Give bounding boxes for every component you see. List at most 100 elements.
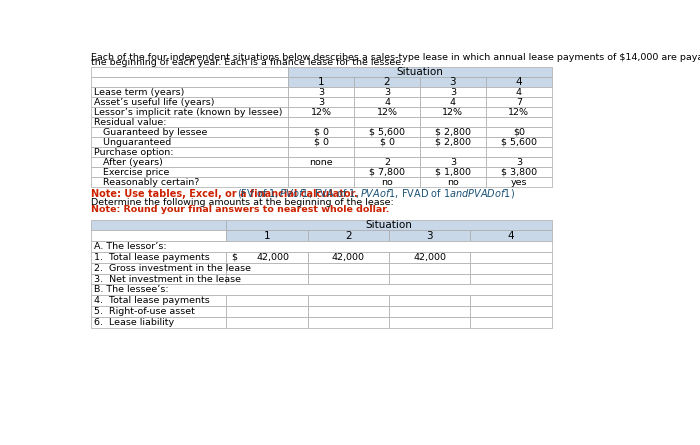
Text: Determine the following amounts at the beginning of the lease:: Determine the following amounts at the b…: [90, 198, 393, 206]
Text: yes: yes: [510, 178, 527, 187]
Text: 6.  Lease liability: 6. Lease liability: [94, 318, 174, 327]
Bar: [90, 284, 552, 295]
Bar: [90, 138, 288, 147]
Text: A. The lessor’s:: A. The lessor’s:: [94, 242, 167, 251]
Bar: [226, 274, 307, 284]
Bar: [288, 67, 552, 77]
Text: 3: 3: [318, 88, 324, 97]
Text: $ 2,800: $ 2,800: [435, 128, 471, 137]
Text: 3: 3: [449, 77, 456, 87]
Bar: [354, 77, 420, 87]
Bar: [486, 158, 552, 167]
Bar: [226, 220, 552, 231]
Bar: [90, 158, 288, 167]
Bar: [486, 178, 552, 187]
Bar: [307, 317, 389, 328]
Text: Situation: Situation: [396, 67, 443, 77]
Bar: [226, 317, 307, 328]
Bar: [420, 158, 486, 167]
Bar: [420, 167, 486, 178]
Bar: [470, 306, 552, 317]
Bar: [389, 231, 470, 241]
Text: $ 7,800: $ 7,800: [369, 168, 405, 177]
Text: 2: 2: [384, 158, 390, 167]
Text: no: no: [382, 178, 393, 187]
Bar: [470, 317, 552, 328]
Text: 3: 3: [384, 88, 390, 97]
Bar: [288, 158, 354, 167]
Bar: [90, 220, 226, 231]
Bar: [486, 97, 552, 107]
Bar: [90, 127, 288, 138]
Text: 42,000: 42,000: [413, 253, 446, 262]
Bar: [486, 107, 552, 117]
Text: After (years): After (years): [94, 158, 162, 167]
Text: Exercise price: Exercise price: [94, 168, 169, 177]
Text: 2: 2: [345, 231, 351, 241]
Text: $ 2,800: $ 2,800: [435, 138, 471, 147]
Bar: [288, 87, 354, 97]
Bar: [288, 127, 354, 138]
Text: 3: 3: [516, 158, 522, 167]
Bar: [90, 306, 226, 317]
Bar: [389, 263, 470, 274]
Bar: [354, 117, 420, 127]
Text: $ 5,600: $ 5,600: [500, 138, 537, 147]
Text: Each of the four independent situations below describes a sales-type lease in wh: Each of the four independent situations …: [90, 53, 700, 62]
Bar: [226, 263, 307, 274]
Bar: [90, 147, 288, 158]
Bar: [486, 167, 552, 178]
Bar: [307, 263, 389, 274]
Text: Note: Round your final answers to nearest whole dollar.: Note: Round your final answers to neares…: [90, 205, 389, 214]
Text: 3.  Net investment in the lease: 3. Net investment in the lease: [94, 275, 241, 283]
Bar: [307, 274, 389, 284]
Bar: [90, 178, 288, 187]
Bar: [420, 117, 486, 127]
Text: 2: 2: [384, 77, 391, 87]
Text: 3: 3: [426, 231, 433, 241]
Bar: [470, 263, 552, 274]
Text: 7: 7: [516, 98, 522, 107]
Text: $ 5,600: $ 5,600: [369, 128, 405, 137]
Text: Guaranteed by lessee: Guaranteed by lessee: [94, 128, 207, 137]
Bar: [420, 77, 486, 87]
Text: 1: 1: [318, 77, 325, 87]
Text: 1.  Total lease payments: 1. Total lease payments: [94, 253, 209, 262]
Bar: [90, 77, 288, 87]
Text: 1: 1: [264, 231, 270, 241]
Text: 12%: 12%: [377, 108, 398, 117]
Bar: [420, 147, 486, 158]
Bar: [354, 178, 420, 187]
Text: Reasonably certain?: Reasonably certain?: [94, 178, 199, 187]
Text: $ 3,800: $ 3,800: [500, 168, 537, 177]
Bar: [420, 138, 486, 147]
Bar: [307, 252, 389, 263]
Bar: [226, 252, 307, 263]
Bar: [470, 274, 552, 284]
Bar: [486, 147, 552, 158]
Bar: [354, 138, 420, 147]
Bar: [90, 274, 226, 284]
Bar: [90, 107, 288, 117]
Text: Residual value:: Residual value:: [94, 118, 166, 127]
Text: Purchase option:: Purchase option:: [94, 148, 173, 157]
Bar: [90, 87, 288, 97]
Bar: [389, 295, 470, 306]
Bar: [307, 231, 389, 241]
Text: 42,000: 42,000: [332, 253, 365, 262]
Text: 4: 4: [450, 98, 456, 107]
Bar: [420, 107, 486, 117]
Bar: [389, 252, 470, 263]
Text: Unguaranteed: Unguaranteed: [94, 138, 171, 147]
Text: the beginning of each year. Each is a finance lease for the lessee.: the beginning of each year. Each is a fi…: [90, 58, 404, 67]
Text: $: $: [231, 253, 237, 262]
Text: Note: Use tables, Excel, or a financial calculator.: Note: Use tables, Excel, or a financial …: [90, 189, 358, 198]
Bar: [354, 87, 420, 97]
Bar: [470, 252, 552, 263]
Bar: [90, 295, 226, 306]
Text: 4: 4: [508, 231, 514, 241]
Bar: [90, 167, 288, 178]
Text: 12%: 12%: [442, 108, 463, 117]
Text: B. The lessee’s:: B. The lessee’s:: [94, 285, 168, 294]
Bar: [90, 263, 226, 274]
